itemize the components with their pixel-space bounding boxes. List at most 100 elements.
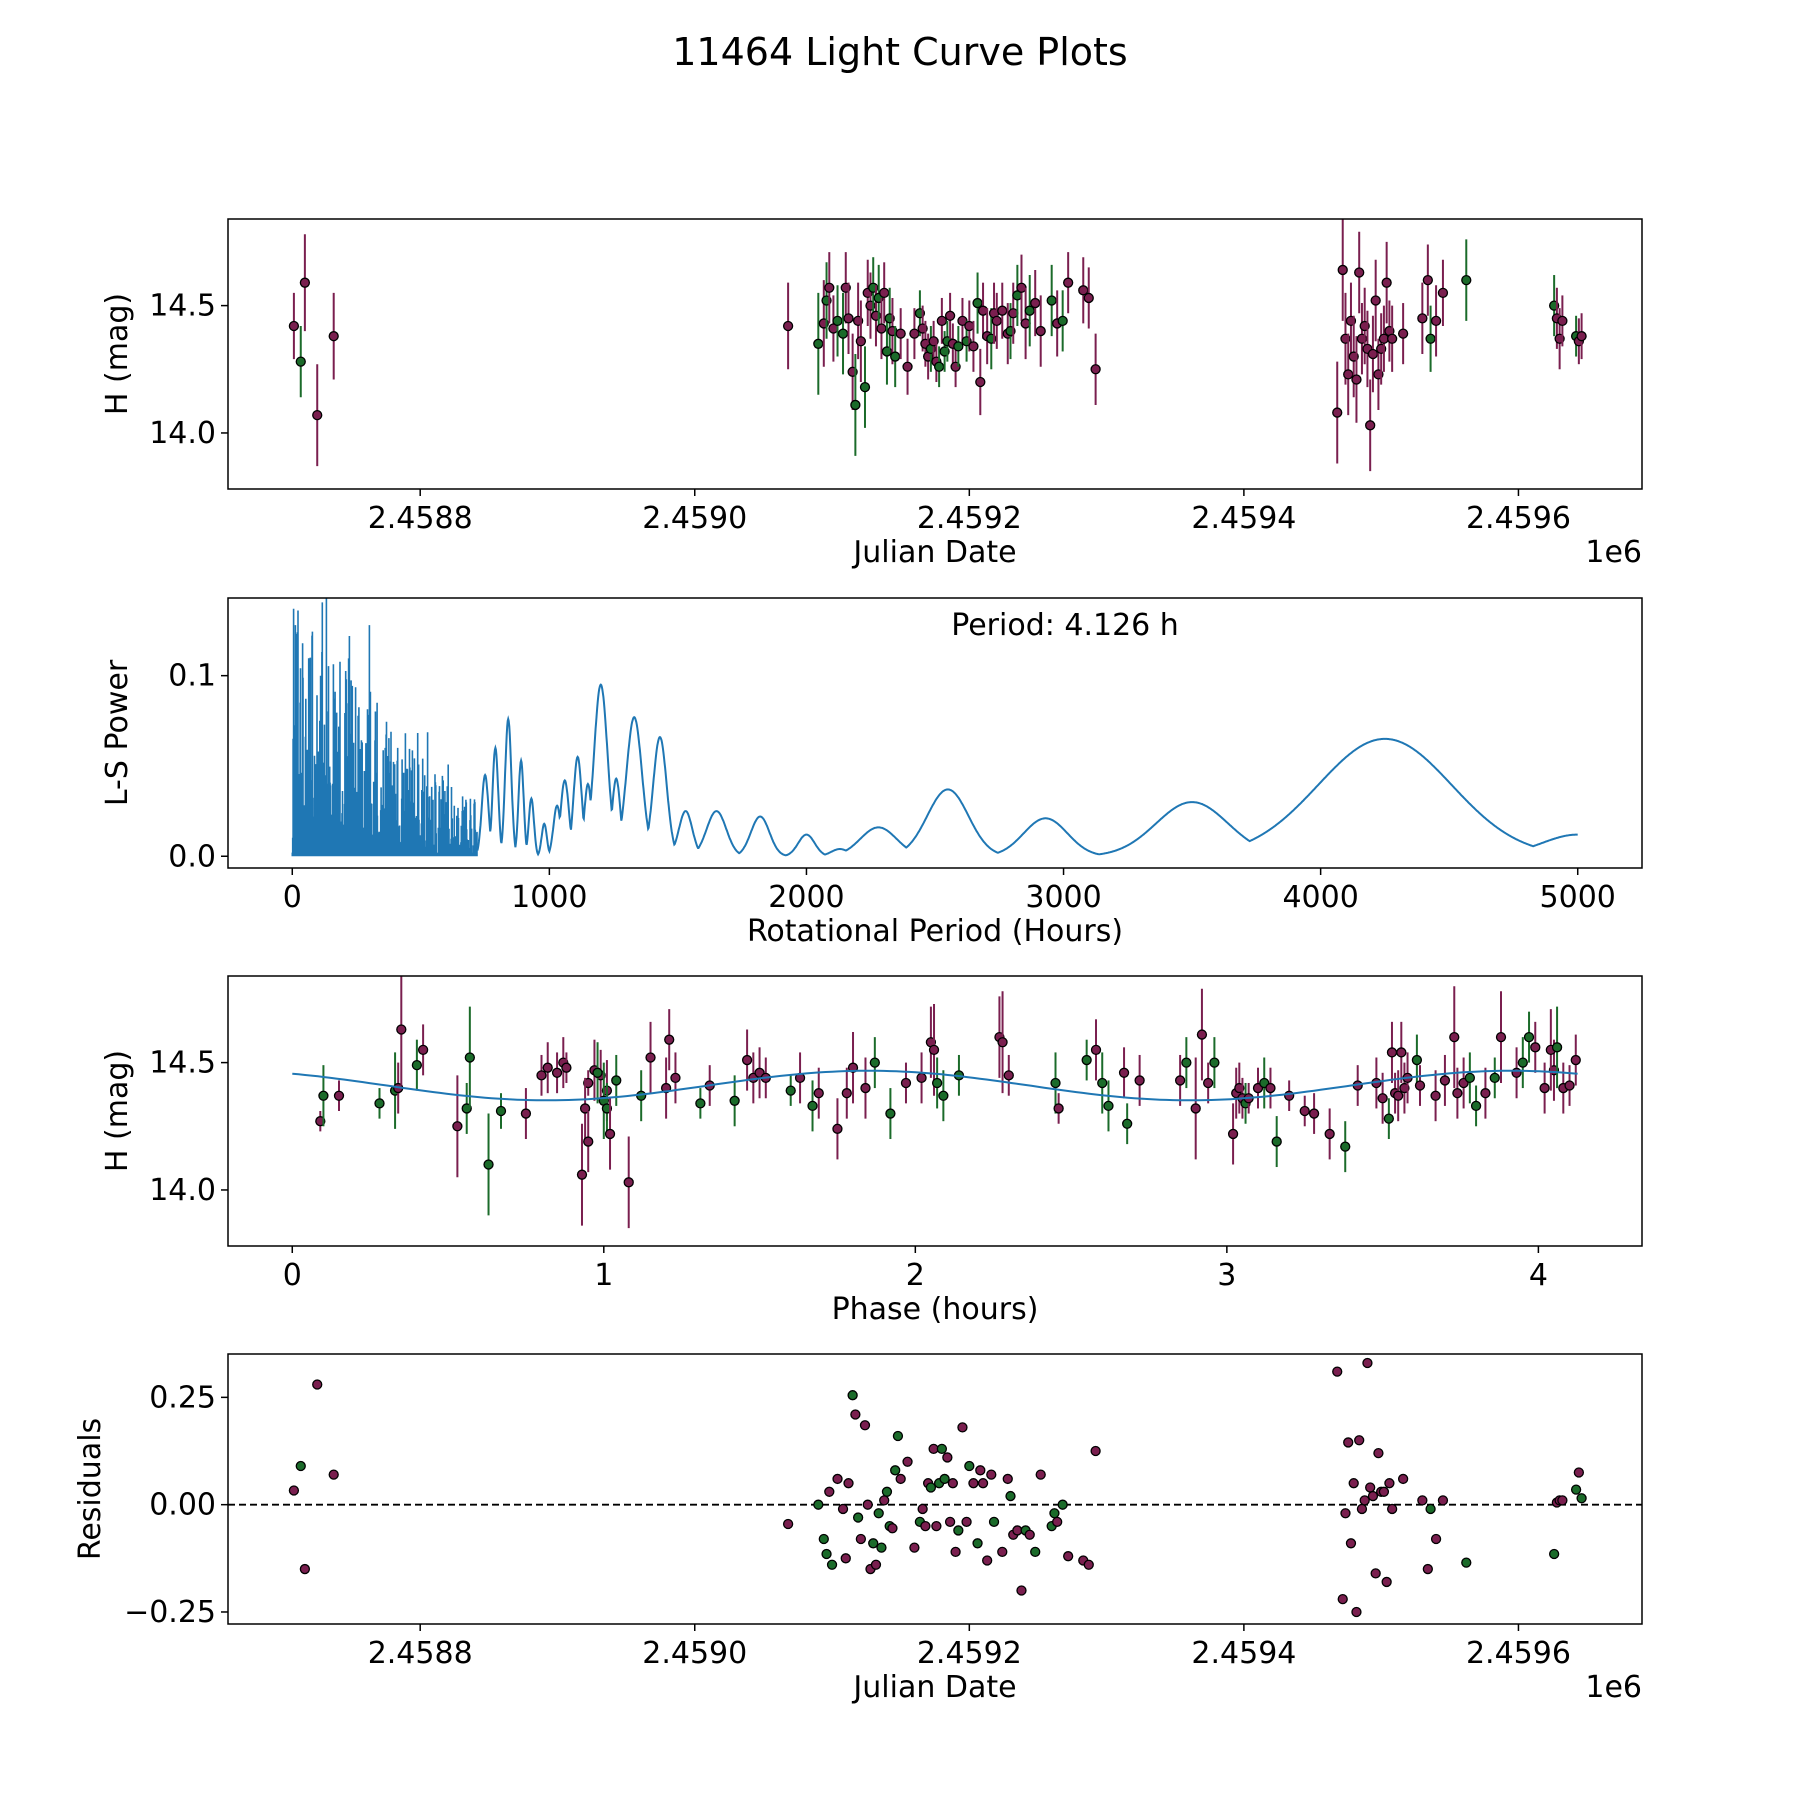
- data-point: [859, 381, 871, 393]
- residual-point: [826, 1559, 838, 1570]
- x-tick-label: 2.4588: [368, 1636, 473, 1671]
- residual-point: [873, 1508, 884, 1519]
- residual-point: [1576, 1493, 1587, 1504]
- data-point: [1003, 1070, 1014, 1081]
- data-point: [1053, 1103, 1064, 1114]
- residual-point: [1461, 1557, 1472, 1568]
- residual-point: [876, 1542, 887, 1553]
- residual-point: [1002, 1473, 1013, 1485]
- residual-point: [1332, 1366, 1343, 1377]
- y-tick-label: 0.00: [149, 1488, 216, 1523]
- residual-point: [931, 1520, 942, 1532]
- residual-point: [852, 1512, 864, 1523]
- data-point: [1386, 1047, 1398, 1058]
- data-point: [936, 315, 948, 327]
- data-point: [561, 1062, 572, 1073]
- residual-point: [1005, 1490, 1016, 1502]
- data-point: [1209, 1057, 1220, 1068]
- residual-point: [887, 1523, 898, 1534]
- data-point: [1299, 1105, 1310, 1117]
- y-tick-label: 14.0: [149, 416, 216, 451]
- y-tick-label: 14.0: [149, 1173, 216, 1208]
- data-point: [483, 1159, 494, 1170]
- data-point: [813, 1088, 824, 1099]
- data-point: [890, 351, 901, 362]
- data-point: [604, 1128, 616, 1140]
- data-point: [1576, 331, 1587, 342]
- data-point: [1367, 348, 1379, 360]
- data-point: [396, 1024, 407, 1035]
- y-tick-label: 0.25: [149, 1380, 216, 1415]
- residual-point: [868, 1538, 879, 1549]
- y-axis-label: H (mag): [100, 1050, 135, 1172]
- period-annotation: Period: 4.126 h: [951, 608, 1179, 643]
- residual-point: [1063, 1551, 1074, 1562]
- data-point: [1393, 1090, 1404, 1101]
- residual-point: [843, 1478, 854, 1489]
- y-axis-label: L-S Power: [100, 659, 135, 806]
- data-point: [1332, 407, 1343, 418]
- data-point: [782, 320, 794, 332]
- resid-frame: [227, 1353, 1643, 1625]
- data-point: [928, 1044, 940, 1056]
- data-point: [895, 328, 906, 339]
- data-point: [592, 1067, 603, 1078]
- data-point: [885, 1108, 896, 1119]
- data-point: [968, 341, 979, 352]
- x-tick-label: 2.4594: [1191, 501, 1296, 536]
- residual-point: [892, 1430, 904, 1442]
- data-point: [1439, 1075, 1451, 1086]
- x-tick-label: 1000: [511, 880, 587, 915]
- data-point: [855, 336, 867, 347]
- data-point: [1414, 1080, 1426, 1091]
- data-point: [1271, 1136, 1282, 1147]
- residual-point: [950, 1546, 961, 1558]
- residual-point: [1052, 1516, 1063, 1527]
- data-point: [295, 356, 306, 367]
- residual-point: [972, 1538, 983, 1549]
- residual-point: [837, 1503, 849, 1515]
- x-tick-label: 0: [283, 880, 302, 915]
- data-point: [813, 338, 824, 349]
- data-point: [902, 361, 913, 372]
- residual-point: [1386, 1503, 1398, 1515]
- y-tick-label: −0.25: [124, 1595, 216, 1630]
- x-axis-label: Julian Date: [851, 1670, 1016, 1705]
- residual-point: [890, 1465, 901, 1476]
- data-point: [1103, 1100, 1114, 1112]
- residual-point: [881, 1486, 893, 1497]
- y-axis-label: Residuals: [73, 1418, 108, 1560]
- residual-point: [1548, 1548, 1560, 1560]
- data-point: [583, 1136, 594, 1147]
- residual-point: [299, 1563, 311, 1575]
- data-point: [645, 1052, 656, 1063]
- data-point: [850, 399, 861, 411]
- data-point: [1396, 1047, 1407, 1058]
- residual-point: [840, 1553, 851, 1564]
- data-point: [1464, 1072, 1475, 1084]
- data-point: [916, 1072, 927, 1084]
- phase-plot-area: [292, 976, 1581, 1229]
- residual-point: [824, 1486, 835, 1497]
- y-tick-label: 0.1: [168, 659, 216, 694]
- x-tick-label: 5000: [1540, 880, 1616, 915]
- data-point: [1035, 325, 1046, 337]
- residual-point: [1557, 1495, 1568, 1506]
- x-tick-label: 3000: [1025, 880, 1101, 915]
- residual-point: [1381, 1576, 1392, 1588]
- residual-point: [1337, 1593, 1348, 1605]
- residual-point: [1437, 1495, 1449, 1506]
- residual-point: [957, 1422, 968, 1433]
- data-point: [670, 1072, 681, 1084]
- y-tick-label: 14.5: [149, 1046, 216, 1081]
- residual-point: [909, 1542, 920, 1553]
- x-axis-label: Julian Date: [851, 535, 1016, 570]
- data-point: [832, 315, 843, 327]
- lc-plot-area: [288, 219, 1587, 472]
- residual-point: [1397, 1473, 1409, 1485]
- data-point: [1523, 1031, 1535, 1043]
- data-point: [1530, 1042, 1541, 1053]
- data-point: [1377, 1093, 1388, 1104]
- data-point: [1425, 333, 1436, 344]
